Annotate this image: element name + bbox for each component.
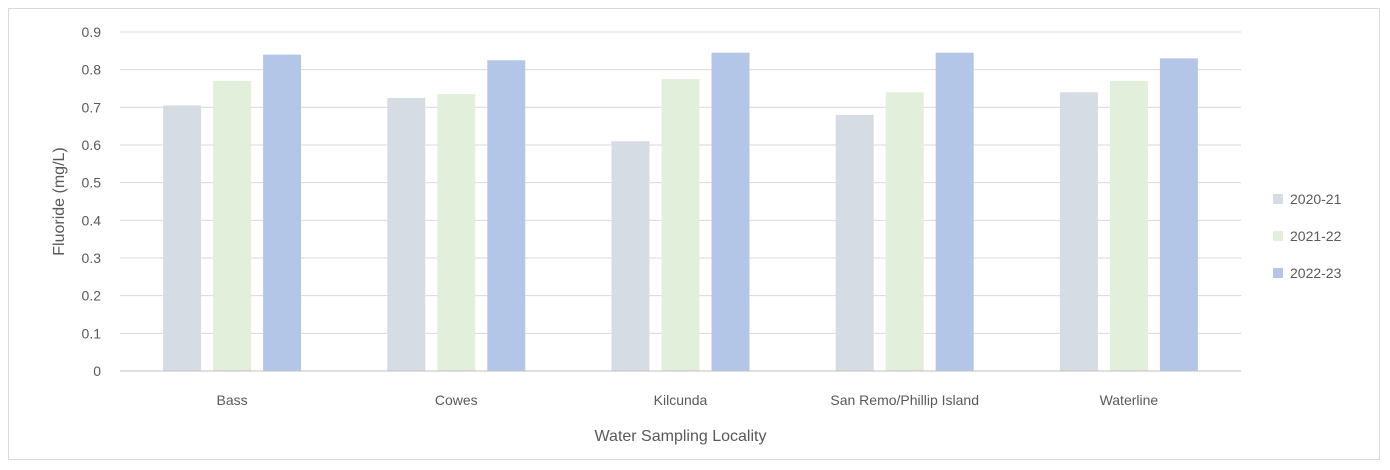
y-axis-title: Fluoride (mg/L)	[51, 147, 68, 255]
x-tick-label: Waterline	[1100, 392, 1159, 408]
legend-swatch	[1273, 231, 1283, 241]
bar-2020-21-cowes	[387, 97, 426, 372]
chart-frame: 0 0.1 0.2 0.3 0.4 0.5 0.6 0.7 0.8 0.9 Bass Cowes Ki…	[8, 8, 1380, 460]
bar-2020-21-san-remo-phillip-island	[835, 114, 874, 371]
bar-2021-22-san-remo-phillip-island	[885, 92, 924, 372]
legend-swatch	[1273, 194, 1283, 204]
bar-chart: 0 0.1 0.2 0.3 0.4 0.5 0.6 0.7 0.8 0.9 Bass Cowes Ki…	[51, 24, 1342, 445]
y-axis-ticks: 0 0.1 0.2 0.3 0.4 0.5 0.6 0.7 0.8 0.9	[82, 24, 102, 379]
x-tick-label: Cowes	[435, 392, 478, 408]
y-tick-label: 0.3	[82, 250, 102, 266]
bar-2021-22-waterline	[1109, 80, 1148, 371]
x-tick-label: San Remo/Phillip Island	[830, 392, 979, 408]
legend-swatch	[1273, 268, 1283, 278]
y-tick-label: 0	[93, 363, 101, 379]
y-tick-label: 0.8	[82, 62, 102, 78]
legend-label: 2022-23	[1290, 265, 1342, 281]
bar-2022-23-san-remo-phillip-island	[935, 52, 974, 371]
legend: 2020-21 2021-22 2022-23	[1273, 191, 1342, 281]
bars	[163, 52, 1198, 372]
y-tick-label: 0.7	[82, 99, 102, 115]
bar-2020-21-kilcunda	[611, 141, 650, 371]
bar-2022-23-cowes	[487, 60, 526, 371]
legend-label: 2021-22	[1290, 228, 1342, 244]
legend-label: 2020-21	[1290, 191, 1342, 207]
x-axis-ticks: Bass Cowes Kilcunda San Remo/Phillip Island…	[217, 392, 1159, 408]
bar-2022-23-kilcunda	[711, 52, 750, 371]
y-tick-label: 0.6	[82, 137, 102, 153]
x-tick-label: Kilcunda	[654, 392, 708, 408]
bar-2022-23-bass	[263, 54, 302, 371]
y-tick-label: 0.2	[82, 288, 102, 304]
x-axis-title: Water Sampling Locality	[595, 428, 767, 445]
y-tick-label: 0.5	[82, 175, 102, 191]
bar-2021-22-bass	[213, 80, 252, 371]
bar-2022-23-waterline	[1159, 58, 1198, 371]
bar-2020-21-bass	[163, 105, 202, 371]
y-tick-label: 0.4	[82, 212, 102, 228]
bar-2020-21-waterline	[1059, 92, 1098, 372]
bar-2021-22-cowes	[437, 94, 476, 372]
bar-2021-22-kilcunda	[661, 79, 700, 371]
y-tick-label: 0.9	[82, 24, 102, 40]
x-tick-label: Bass	[217, 392, 248, 408]
y-tick-label: 0.1	[82, 325, 102, 341]
